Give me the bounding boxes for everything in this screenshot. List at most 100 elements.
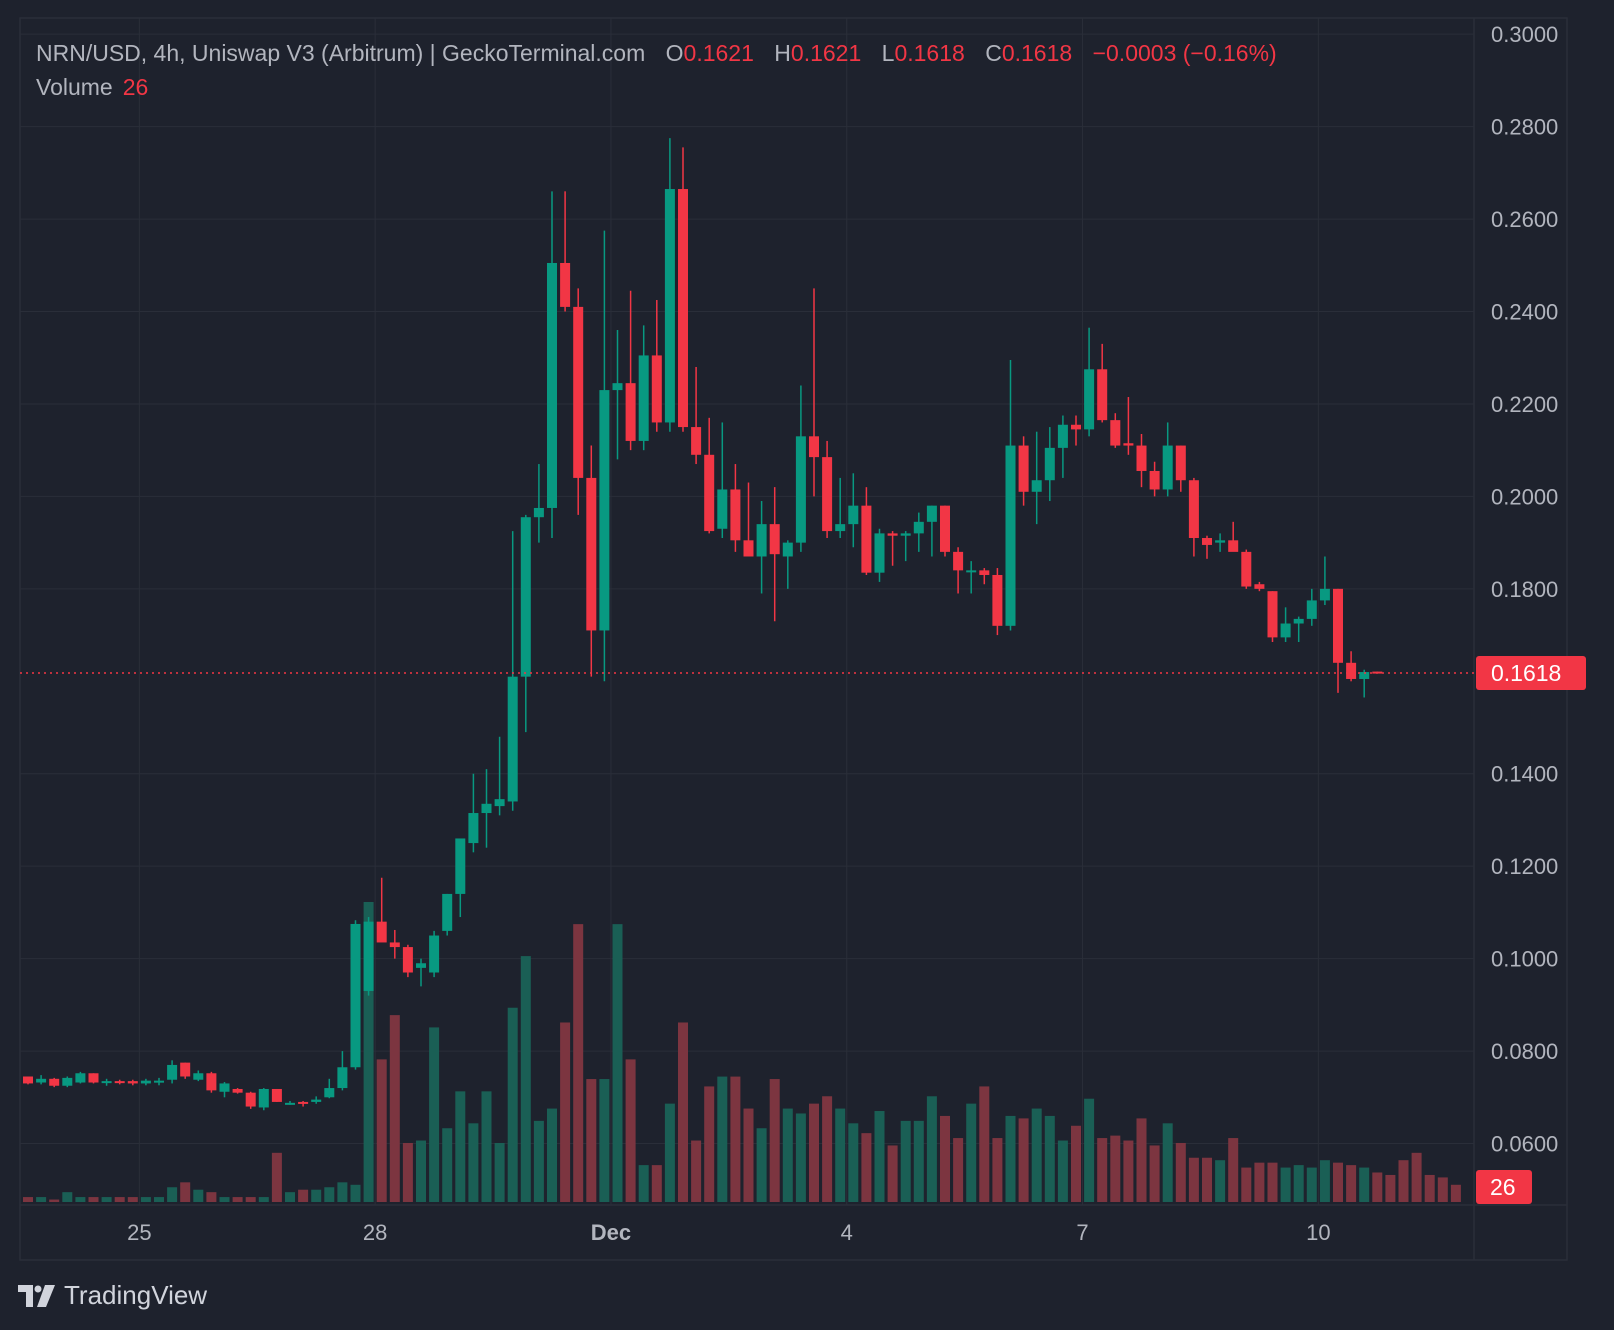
candle-body [101, 1081, 112, 1084]
candle-body [756, 524, 767, 557]
volume-bar [953, 1138, 964, 1202]
volume-bar [285, 1192, 295, 1202]
candle-body [953, 551, 964, 571]
volume-badge: 26 [1476, 1170, 1532, 1204]
x-tick-label: Dec [591, 1220, 631, 1245]
candle-body [154, 1080, 164, 1083]
grid-layer [19, 17, 1568, 1261]
candle-body [1267, 591, 1278, 638]
candle-body [23, 1076, 33, 1084]
candle-layer [23, 138, 1383, 1111]
candle-body [271, 1088, 282, 1102]
volume-bar [23, 1197, 33, 1202]
x-tick-label: 25 [127, 1220, 151, 1245]
candle-body [219, 1083, 230, 1092]
volume-bar [481, 1091, 492, 1202]
price-badge-text: 0.1618 [1491, 660, 1561, 686]
candle-body [1359, 672, 1370, 679]
candle-body [49, 1078, 60, 1086]
y-tick-label: 0.1400 [1491, 762, 1558, 787]
volume-bar [1031, 1108, 1042, 1202]
volume-bar [900, 1120, 911, 1202]
candle-body [140, 1080, 151, 1084]
volume-bar [533, 1120, 544, 1202]
candle-body [350, 923, 361, 1068]
volume-bar [376, 1059, 387, 1202]
candle-body [1136, 445, 1147, 471]
candle-body [874, 533, 885, 573]
candle-body [691, 427, 702, 455]
volume-bar [1267, 1162, 1278, 1202]
legend-high-value: 0.1621 [790, 40, 862, 66]
tradingview-logo[interactable]: TradingView [18, 1280, 207, 1311]
volume-bar [36, 1197, 47, 1202]
candle-body [1293, 618, 1304, 624]
candle-body [389, 942, 400, 948]
volume-bar [769, 1079, 780, 1202]
volume-bar [573, 924, 584, 1202]
volume-bar [402, 1142, 413, 1202]
y-tick-label: 0.2200 [1491, 392, 1558, 417]
volume-bar [298, 1189, 309, 1202]
candle-body [180, 1062, 191, 1077]
candle-body [1162, 445, 1173, 490]
candle-body [966, 570, 977, 573]
volume-bar [1437, 1177, 1448, 1202]
volume-bar [324, 1187, 335, 1202]
candle-body [36, 1078, 47, 1083]
volume-bar [1411, 1152, 1422, 1202]
candle-body [402, 947, 413, 973]
volume-bar [1149, 1145, 1160, 1202]
volume-bar [612, 924, 623, 1202]
candle-body [1005, 445, 1016, 626]
candle-body [429, 935, 440, 973]
volume-bar [887, 1145, 898, 1202]
candle-body [62, 1077, 73, 1086]
volume-bar [1372, 1172, 1383, 1202]
volume-bar [442, 1128, 453, 1202]
volume-layer [23, 902, 1461, 1202]
candle-body [533, 507, 544, 518]
candle-body [573, 306, 584, 478]
volume-bar [416, 1140, 426, 1202]
volume-bar [1084, 1098, 1095, 1202]
candle-body [1097, 369, 1108, 421]
volume-bar [468, 1123, 479, 1202]
volume-bar [389, 1015, 400, 1202]
candle-body [560, 262, 571, 307]
volume-bar [101, 1197, 112, 1202]
volume-bar [1215, 1160, 1226, 1202]
y-tick-label: 0.2400 [1491, 300, 1558, 325]
x-tick-label: 10 [1306, 1220, 1330, 1245]
candle-body [599, 390, 610, 631]
volume-bar [1175, 1142, 1186, 1202]
volume-bar [1241, 1167, 1252, 1202]
volume-bar [180, 1182, 191, 1202]
candle-body [1254, 584, 1265, 589]
volume-bar [547, 1108, 557, 1202]
volume-bar [782, 1108, 793, 1202]
volume-bar [507, 1007, 518, 1202]
volume-bar [455, 1091, 466, 1202]
candle-body [900, 533, 911, 536]
price-badge-box [1476, 655, 1586, 690]
candle-body [1110, 420, 1121, 446]
volume-bar [1450, 1184, 1461, 1202]
legend-volume-value: 26 [122, 74, 149, 100]
volume-bar [311, 1189, 322, 1202]
volume-bar [1398, 1160, 1409, 1202]
volume-bar [140, 1197, 151, 1202]
x-tick-label: 28 [363, 1220, 387, 1245]
y-tick-label: 0.2800 [1491, 115, 1558, 140]
x-tick-label: 4 [841, 1220, 853, 1245]
candle-body [704, 454, 715, 532]
candle-body [127, 1081, 138, 1084]
candle-body [809, 436, 819, 458]
volume-bar [926, 1096, 937, 1202]
volume-bar [651, 1165, 662, 1202]
plot-frame [19, 17, 1568, 1261]
candle-body [494, 799, 505, 807]
candle-body [835, 524, 846, 532]
x-tick-label: 7 [1076, 1220, 1088, 1245]
